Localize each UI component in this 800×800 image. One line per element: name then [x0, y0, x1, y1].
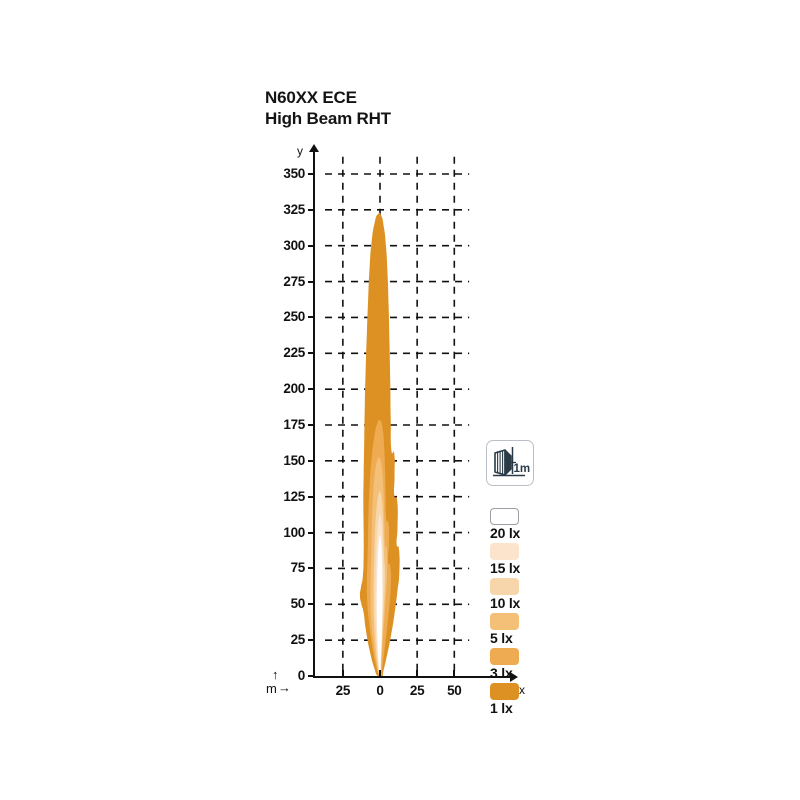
legend-item: 1 lx — [490, 683, 576, 718]
y-tick-label: 75 — [290, 560, 306, 576]
x-axis-line — [313, 676, 512, 678]
legend-swatch-list: 20 lx 15 lx 10 lx 5 lx 3 lx 1 lx — [490, 508, 576, 718]
legend-item: 15 lx — [490, 543, 576, 578]
y-tick-mark — [308, 316, 315, 319]
mounting-height-label: 1m — [514, 463, 531, 475]
y-tick-label: 300 — [283, 237, 305, 253]
legend-label-20lx: 20 lx — [490, 525, 521, 541]
x-tick-mark — [416, 670, 419, 677]
y-tick-mark — [308, 352, 315, 355]
x-axis-arrow — [510, 672, 518, 682]
x-tick-label: 25 — [335, 683, 351, 698]
headlamp-mounting-height-icon: 1m — [493, 447, 531, 477]
legend-label-3lx: 3 lx — [490, 665, 513, 681]
y-tick-mark — [308, 675, 315, 677]
legend-item: 10 lx — [490, 578, 576, 613]
y-tick-mark — [308, 244, 315, 247]
page-title: N60XX ECE High Beam RHT — [265, 88, 391, 129]
y-tick-mark — [308, 567, 315, 570]
y-tick-label: 0 — [297, 668, 306, 683]
y-tick-mark — [308, 531, 315, 534]
y-axis-line — [313, 150, 315, 678]
x-tick-mark — [341, 670, 344, 677]
legend-swatch-15lx — [490, 543, 519, 560]
y-tick-mark — [308, 459, 315, 462]
y-tick-label: 150 — [283, 452, 305, 468]
y-tick-label: 350 — [283, 165, 305, 181]
y-tick-label: 25 — [290, 632, 306, 648]
grid-layer — [325, 156, 470, 676]
beam-contour-20lx — [376, 535, 383, 679]
beam-plot-canvas — [325, 156, 470, 679]
y-tick-label: 125 — [283, 488, 305, 504]
y-tick-mark — [308, 280, 315, 283]
unit-arrow-right-icon: → — [278, 680, 291, 695]
x-tick-mark — [379, 670, 381, 677]
y-tick-mark — [308, 388, 315, 391]
legend-label-5lx: 5 lx — [490, 630, 513, 646]
x-tick-label: 25 — [409, 683, 425, 698]
legend-label-10lx: 10 lx — [490, 595, 521, 611]
legend-swatch-20lx — [490, 508, 519, 525]
legend-label-15lx: 15 lx — [490, 560, 521, 576]
y-tick-label: 50 — [290, 596, 306, 612]
legend-swatch-5lx — [490, 613, 519, 630]
y-tick-label: 175 — [283, 416, 305, 432]
y-tick-mark — [308, 495, 315, 498]
legend-item: 5 lx — [490, 613, 576, 648]
y-tick-label: 200 — [283, 381, 305, 397]
legend-item: 20 lx — [490, 508, 576, 543]
title-line-1: N60XX ECE — [265, 88, 357, 107]
title-line-2: High Beam RHT — [265, 108, 391, 128]
y-tick-mark — [308, 208, 315, 211]
y-tick-mark — [308, 639, 315, 642]
y-tick-mark — [308, 603, 315, 606]
y-tick-label: 325 — [283, 201, 305, 217]
y-axis-label: y — [297, 144, 303, 158]
mounting-height-icon-box: 1m — [486, 440, 534, 486]
legend-label-1lx: 1 lx — [490, 700, 513, 716]
x-tick-label: 0 — [376, 683, 384, 698]
legend-swatch-3lx — [490, 648, 519, 665]
beam-contours-layer — [359, 212, 400, 679]
unit-arrow-up-icon: ↑ — [272, 667, 279, 682]
y-tick-label: 100 — [283, 524, 305, 540]
y-tick-mark — [308, 423, 315, 426]
legend-swatch-1lx — [490, 683, 519, 700]
legend-swatch-10lx — [490, 578, 519, 595]
y-tick-label: 275 — [283, 273, 305, 289]
x-axis-label: x — [519, 683, 525, 697]
x-tick-mark — [453, 670, 456, 677]
unit-symbol: m — [266, 681, 277, 696]
y-tick-mark — [308, 172, 315, 175]
y-tick-label: 225 — [283, 345, 305, 361]
legend-item: 3 lx — [490, 648, 576, 683]
y-axis-arrow — [309, 144, 319, 152]
x-tick-label: 50 — [447, 683, 462, 698]
y-tick-label: 250 — [283, 309, 305, 325]
